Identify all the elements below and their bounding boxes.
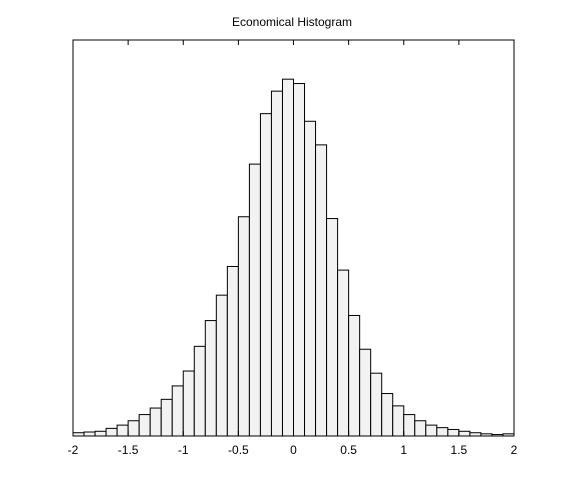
histogram-bar: [160, 398, 173, 437]
x-tick-label: 0.5: [340, 443, 357, 457]
histogram-bar: [315, 144, 328, 437]
histogram-bar: [193, 345, 206, 437]
histogram-bar: [414, 420, 427, 437]
chart-title: Economical Histogram: [232, 15, 352, 29]
x-tick-label: -2: [68, 443, 79, 457]
histogram-bar: [270, 90, 283, 437]
histogram-bar: [105, 427, 118, 437]
histogram-bar: [116, 424, 129, 437]
histogram-bar: [458, 430, 471, 437]
histogram-bar: [94, 430, 107, 437]
histogram-bar: [436, 427, 449, 437]
histogram-bar: [304, 120, 317, 437]
histogram-bar: [337, 269, 350, 437]
histogram-bar: [248, 163, 261, 437]
histogram-bar: [370, 372, 383, 437]
x-tick-label: -0.5: [228, 443, 249, 457]
histogram-bar: [149, 407, 162, 437]
x-tick-label: -1.5: [118, 443, 139, 457]
histogram-bar: [204, 320, 217, 437]
histogram-bar: [392, 405, 405, 437]
histogram-bar: [171, 385, 184, 437]
x-axis-tick-labels: -2 -1.5 -1 -0.5 0 0.5 1 1.5 2: [68, 443, 518, 457]
histogram-bar: [138, 414, 151, 437]
histogram-bar: [425, 424, 438, 437]
histogram-bar: [359, 348, 372, 437]
histogram-bar: [226, 265, 239, 437]
histogram-bars: [72, 78, 515, 437]
x-tick-label: 1: [400, 443, 407, 457]
x-tick-label: 1.5: [451, 443, 468, 457]
histogram-bar: [281, 78, 295, 437]
histogram-bar: [326, 218, 339, 437]
histogram-bar: [83, 431, 96, 437]
histogram-bar: [348, 314, 361, 437]
histogram-bar: [215, 294, 228, 437]
x-tick-label: 2: [511, 443, 518, 457]
histogram-bar: [403, 414, 416, 437]
histogram-bar: [381, 393, 394, 437]
x-tick-label: 0: [290, 443, 297, 457]
histogram-bar: [127, 420, 140, 437]
histogram-bar: [182, 370, 195, 437]
histogram-bar: [259, 113, 272, 437]
plot-frame-outline: [72, 39, 515, 437]
histogram-bar: [237, 216, 250, 437]
x-tick-label: -1: [178, 443, 189, 457]
histogram-bar: [293, 83, 306, 437]
histogram-bar: [447, 428, 460, 437]
